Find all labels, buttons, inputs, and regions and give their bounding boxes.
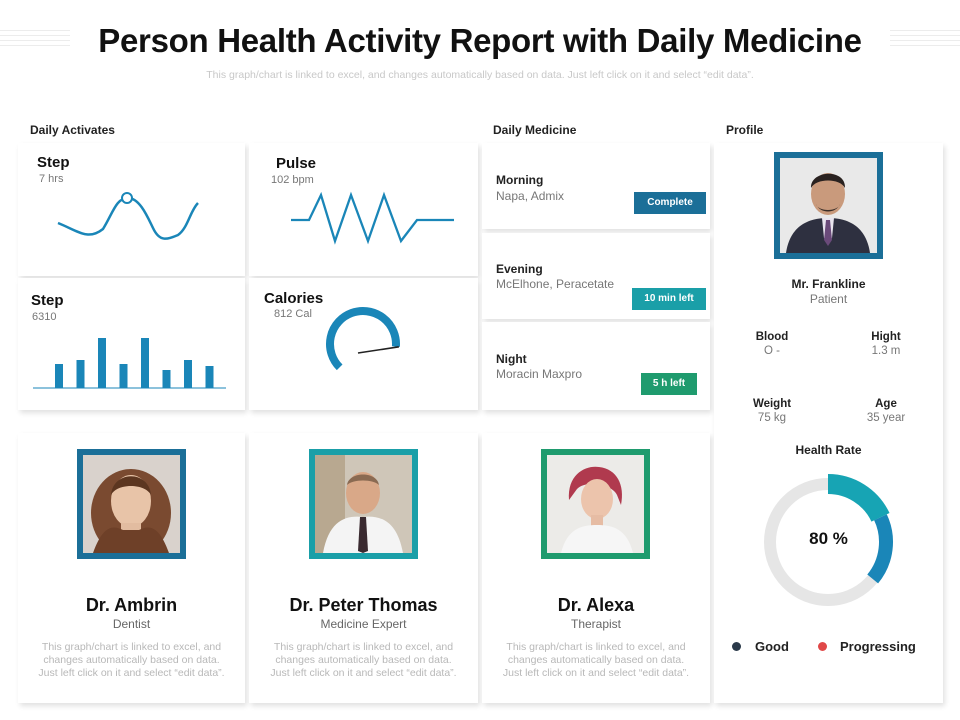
medicine-card-night: Night Moracin Maxpro 5 h left <box>482 322 710 410</box>
page-subtitle: This graph/chart is linked to excel, and… <box>206 69 754 81</box>
medicine-status-button[interactable]: 5 h left <box>641 373 697 395</box>
profile-photo-frankline <box>780 158 877 253</box>
bar-7 <box>184 360 192 388</box>
section-label-daily-medicine: Daily Medicine <box>493 123 577 137</box>
activity-title: Pulse <box>276 155 317 172</box>
donut-segment-good <box>827 474 890 522</box>
doctor-role: Medicine Expert <box>320 617 407 631</box>
doctor-description: This graph/chart is linked to excel, and… <box>270 641 457 679</box>
doctor-description: This graph/chart is linked to excel, and… <box>38 641 225 679</box>
gauge-arc <box>326 307 400 371</box>
activity-value: 102 bpm <box>271 174 314 186</box>
stat-label-age: Age <box>875 398 897 410</box>
doctor-card-peter-thomas: Dr. Peter Thomas Medicine Expert This gr… <box>249 433 478 703</box>
calories-gauge <box>326 307 400 371</box>
bar-1 <box>55 364 63 388</box>
legend-label-progressing: Progressing <box>840 639 916 654</box>
medicine-status-button[interactable]: 10 min left <box>632 288 706 310</box>
bar-2 <box>76 360 85 388</box>
doctor-card-ambrin: Dr. Ambrin Dentist This graph/chart is l… <box>18 433 245 703</box>
doctor-photo-ambrin <box>83 455 180 553</box>
gauge-needle <box>357 346 400 354</box>
bar-6 <box>162 370 171 388</box>
activity-value: 7 hrs <box>39 173 64 185</box>
stat-label-weight: Weight <box>752 398 792 410</box>
medicine-drugs: Moracin Maxpro <box>496 367 583 381</box>
activity-value: 812 Cal <box>274 308 312 320</box>
bar-8 <box>205 366 214 388</box>
doctor-role: Dentist <box>112 617 151 631</box>
doctor-photo-frame <box>309 449 418 559</box>
stat-label-blood: Blood <box>755 331 789 343</box>
section-label-profile: Profile <box>726 123 764 137</box>
medicine-card-evening: Evening McElhone, Peracetate 10 min left <box>482 233 710 319</box>
medicine-status-button[interactable]: Complete <box>634 192 706 214</box>
doctor-name: Dr. Ambrin <box>85 595 178 615</box>
stat-value-weight: 75 kg <box>757 412 787 424</box>
medicine-time: Evening <box>496 262 543 276</box>
step-time-wave-line <box>57 196 199 240</box>
activity-card-step-count: Step 6310 <box>18 278 245 410</box>
stat-value-height: 1.3 m <box>871 345 901 357</box>
stat-value-blood: O - <box>764 345 780 357</box>
doctor-photo-peter-thomas <box>315 455 412 553</box>
stat-label-height: Hight <box>871 331 901 343</box>
profile-name: Mr. Frankline <box>791 277 866 291</box>
doctor-card-alexa: Dr. Alexa Therapist This graph/chart is … <box>482 433 710 703</box>
activity-title: Step <box>37 154 70 171</box>
page-title: Person Health Activity Report with Daily… <box>98 22 862 59</box>
step-count-bar-chart <box>33 338 226 389</box>
pulse-line-chart <box>291 191 454 245</box>
profile-card: Mr. Frankline Patient Blood O - Hight 1.… <box>714 143 943 703</box>
section-label-daily-activities: Daily Activates <box>30 123 115 137</box>
profile-photo-frame <box>774 152 883 259</box>
activity-card-step-time: Step 7 hrs <box>18 143 245 276</box>
stat-value-age: 35 year <box>866 412 906 424</box>
bar-4 <box>119 364 128 388</box>
doctor-role: Therapist <box>570 617 622 631</box>
legend-dot-progressing <box>818 642 827 651</box>
activity-title: Step <box>31 292 64 309</box>
health-rate-donut <box>764 474 893 606</box>
bar-3 <box>98 338 106 388</box>
doctor-name: Dr. Alexa <box>557 595 635 615</box>
header-decoration-right <box>890 30 960 54</box>
activity-title: Calories <box>264 290 324 307</box>
doctor-name: Dr. Peter Thomas <box>289 595 438 615</box>
donut-segment-progressing <box>867 514 893 584</box>
step-time-marker <box>121 192 133 204</box>
doctor-description: This graph/chart is linked to excel, and… <box>502 641 690 679</box>
legend-label-good: Good <box>755 639 789 654</box>
step-time-wave-chart <box>57 192 199 240</box>
medicine-time: Morning <box>496 173 544 187</box>
health-rate-value: 80 % <box>809 529 848 548</box>
medicine-drugs: McElhone, Peracetate <box>496 277 615 291</box>
activity-card-pulse: Pulse 102 bpm <box>249 143 478 276</box>
profile-role: Patient <box>809 292 848 306</box>
header-decoration-left <box>0 30 70 54</box>
activity-value: 6310 <box>32 311 57 323</box>
doctor-photo-frame <box>541 449 650 559</box>
doctor-photo-frame <box>77 449 186 559</box>
medicine-card-morning: Morning Napa, Admix Complete <box>482 143 710 229</box>
legend-dot-good <box>732 642 741 651</box>
pulse-line <box>291 191 454 245</box>
activity-card-calories: Calories 812 Cal <box>249 278 478 410</box>
medicine-drugs: Napa, Admix <box>496 189 565 203</box>
doctor-photo-alexa <box>547 455 644 553</box>
bar-5 <box>141 338 149 388</box>
health-rate-title: Health Rate <box>795 443 862 457</box>
medicine-time: Night <box>496 352 527 366</box>
